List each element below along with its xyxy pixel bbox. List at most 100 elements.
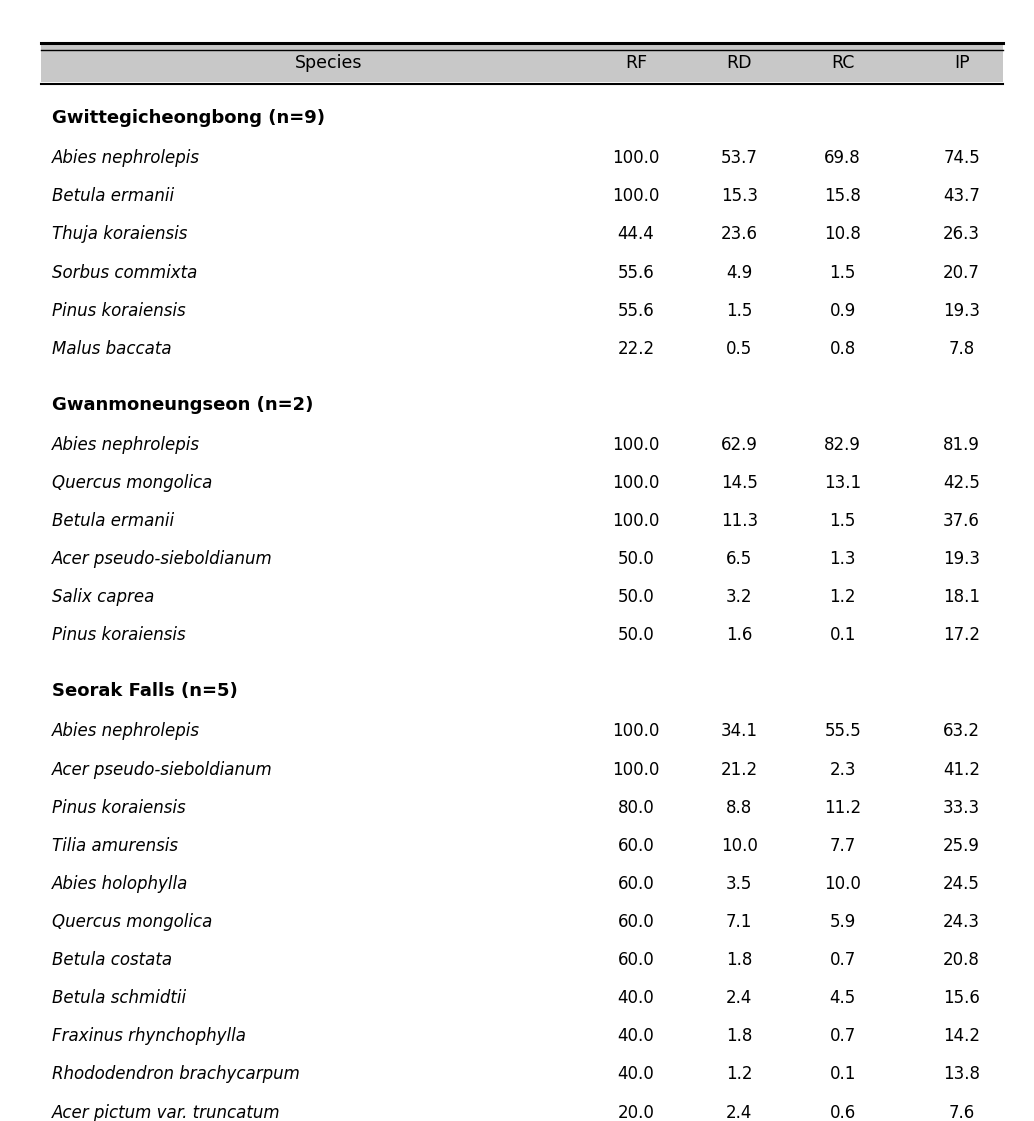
Text: IP: IP bbox=[953, 54, 970, 72]
Text: 1.2: 1.2 bbox=[726, 1065, 753, 1084]
Text: 15.3: 15.3 bbox=[721, 187, 758, 205]
Text: Quercus mongolica: Quercus mongolica bbox=[52, 474, 212, 492]
Text: 7.8: 7.8 bbox=[948, 340, 975, 358]
Text: 4.9: 4.9 bbox=[726, 263, 753, 281]
Text: 40.0: 40.0 bbox=[617, 1065, 655, 1084]
Text: 20.7: 20.7 bbox=[943, 263, 980, 281]
Text: 2.4: 2.4 bbox=[726, 1103, 753, 1121]
Text: 42.5: 42.5 bbox=[943, 474, 980, 492]
Text: 10.8: 10.8 bbox=[824, 225, 861, 243]
Text: Species: Species bbox=[295, 54, 362, 72]
Text: Thuja koraiensis: Thuja koraiensis bbox=[52, 225, 187, 243]
Text: 33.3: 33.3 bbox=[943, 798, 980, 817]
Text: Abies nephrolepis: Abies nephrolepis bbox=[52, 149, 200, 167]
Text: 100.0: 100.0 bbox=[612, 149, 660, 167]
Text: 19.3: 19.3 bbox=[943, 302, 980, 319]
Text: 60.0: 60.0 bbox=[617, 912, 655, 932]
Text: RF: RF bbox=[625, 54, 647, 72]
Text: Abies nephrolepis: Abies nephrolepis bbox=[52, 436, 200, 454]
Text: 25.9: 25.9 bbox=[943, 836, 980, 855]
Text: 18.1: 18.1 bbox=[943, 589, 980, 606]
Text: 0.9: 0.9 bbox=[829, 302, 856, 319]
Text: 55.6: 55.6 bbox=[617, 263, 655, 281]
Text: 24.3: 24.3 bbox=[943, 912, 980, 932]
Text: Gwanmoneungseon (n=2): Gwanmoneungseon (n=2) bbox=[52, 396, 313, 414]
Text: 0.6: 0.6 bbox=[829, 1103, 856, 1121]
Text: 44.4: 44.4 bbox=[617, 225, 655, 243]
Text: 3.2: 3.2 bbox=[726, 589, 753, 606]
Text: Seorak Falls (n=5): Seorak Falls (n=5) bbox=[52, 683, 238, 701]
Text: 1.5: 1.5 bbox=[726, 302, 753, 319]
Text: Betula ermanii: Betula ermanii bbox=[52, 187, 174, 205]
Text: 50.0: 50.0 bbox=[617, 589, 655, 606]
Text: 0.7: 0.7 bbox=[829, 951, 856, 970]
Text: 20.0: 20.0 bbox=[617, 1103, 655, 1121]
Text: 1.8: 1.8 bbox=[726, 1027, 753, 1046]
Text: 81.9: 81.9 bbox=[943, 436, 980, 454]
Text: 11.3: 11.3 bbox=[721, 512, 758, 530]
Text: Salix caprea: Salix caprea bbox=[52, 589, 154, 606]
Bar bbox=[41, 44, 1003, 82]
Text: 2.3: 2.3 bbox=[829, 760, 856, 779]
Text: 100.0: 100.0 bbox=[612, 187, 660, 205]
Text: 1.2: 1.2 bbox=[829, 589, 856, 606]
Text: Sorbus commixta: Sorbus commixta bbox=[52, 263, 197, 281]
Text: RD: RD bbox=[727, 54, 752, 72]
Text: 1.5: 1.5 bbox=[829, 512, 856, 530]
Text: 100.0: 100.0 bbox=[612, 474, 660, 492]
Text: 0.7: 0.7 bbox=[829, 1027, 856, 1046]
Text: 26.3: 26.3 bbox=[943, 225, 980, 243]
Text: 0.1: 0.1 bbox=[829, 1065, 856, 1084]
Text: 1.3: 1.3 bbox=[829, 550, 856, 568]
Text: 1.5: 1.5 bbox=[829, 263, 856, 281]
Text: 60.0: 60.0 bbox=[617, 951, 655, 970]
Text: 13.8: 13.8 bbox=[943, 1065, 980, 1084]
Text: 50.0: 50.0 bbox=[617, 550, 655, 568]
Text: 15.6: 15.6 bbox=[943, 989, 980, 1008]
Text: 15.8: 15.8 bbox=[824, 187, 861, 205]
Text: 40.0: 40.0 bbox=[617, 1027, 655, 1046]
Text: 74.5: 74.5 bbox=[943, 149, 980, 167]
Text: 100.0: 100.0 bbox=[612, 436, 660, 454]
Text: RC: RC bbox=[831, 54, 854, 72]
Text: 4.5: 4.5 bbox=[829, 989, 856, 1008]
Text: Rhododendron brachycarpum: Rhododendron brachycarpum bbox=[52, 1065, 300, 1084]
Text: 80.0: 80.0 bbox=[617, 798, 655, 817]
Text: 82.9: 82.9 bbox=[824, 436, 861, 454]
Text: 60.0: 60.0 bbox=[617, 874, 655, 893]
Text: Pinus koraiensis: Pinus koraiensis bbox=[52, 798, 185, 817]
Text: 19.3: 19.3 bbox=[943, 550, 980, 568]
Text: 60.0: 60.0 bbox=[617, 836, 655, 855]
Text: 43.7: 43.7 bbox=[943, 187, 980, 205]
Text: 1.8: 1.8 bbox=[726, 951, 753, 970]
Text: 23.6: 23.6 bbox=[721, 225, 758, 243]
Text: Quercus mongolica: Quercus mongolica bbox=[52, 912, 212, 932]
Text: 20.8: 20.8 bbox=[943, 951, 980, 970]
Text: 10.0: 10.0 bbox=[721, 836, 758, 855]
Text: 0.5: 0.5 bbox=[726, 340, 753, 358]
Text: 6.5: 6.5 bbox=[726, 550, 753, 568]
Text: 41.2: 41.2 bbox=[943, 760, 980, 779]
Text: Tilia amurensis: Tilia amurensis bbox=[52, 836, 178, 855]
Text: 100.0: 100.0 bbox=[612, 722, 660, 741]
Text: 40.0: 40.0 bbox=[617, 989, 655, 1008]
Text: Acer pseudo-sieboldianum: Acer pseudo-sieboldianum bbox=[52, 760, 272, 779]
Text: 37.6: 37.6 bbox=[943, 512, 980, 530]
Text: 21.2: 21.2 bbox=[721, 760, 758, 779]
Text: 24.5: 24.5 bbox=[943, 874, 980, 893]
Text: 100.0: 100.0 bbox=[612, 760, 660, 779]
Text: 62.9: 62.9 bbox=[721, 436, 758, 454]
Text: 100.0: 100.0 bbox=[612, 512, 660, 530]
Text: 3.5: 3.5 bbox=[726, 874, 753, 893]
Text: 53.7: 53.7 bbox=[721, 149, 758, 167]
Text: 0.1: 0.1 bbox=[829, 627, 856, 645]
Text: Pinus koraiensis: Pinus koraiensis bbox=[52, 302, 185, 319]
Text: 63.2: 63.2 bbox=[943, 722, 980, 741]
Text: Fraxinus rhynchophylla: Fraxinus rhynchophylla bbox=[52, 1027, 246, 1046]
Text: 7.1: 7.1 bbox=[726, 912, 753, 932]
Text: Acer pseudo-sieboldianum: Acer pseudo-sieboldianum bbox=[52, 550, 272, 568]
Text: 14.2: 14.2 bbox=[943, 1027, 980, 1046]
Text: Abies nephrolepis: Abies nephrolepis bbox=[52, 722, 200, 741]
Text: Betula schmidtii: Betula schmidtii bbox=[52, 989, 186, 1008]
Text: 17.2: 17.2 bbox=[943, 627, 980, 645]
